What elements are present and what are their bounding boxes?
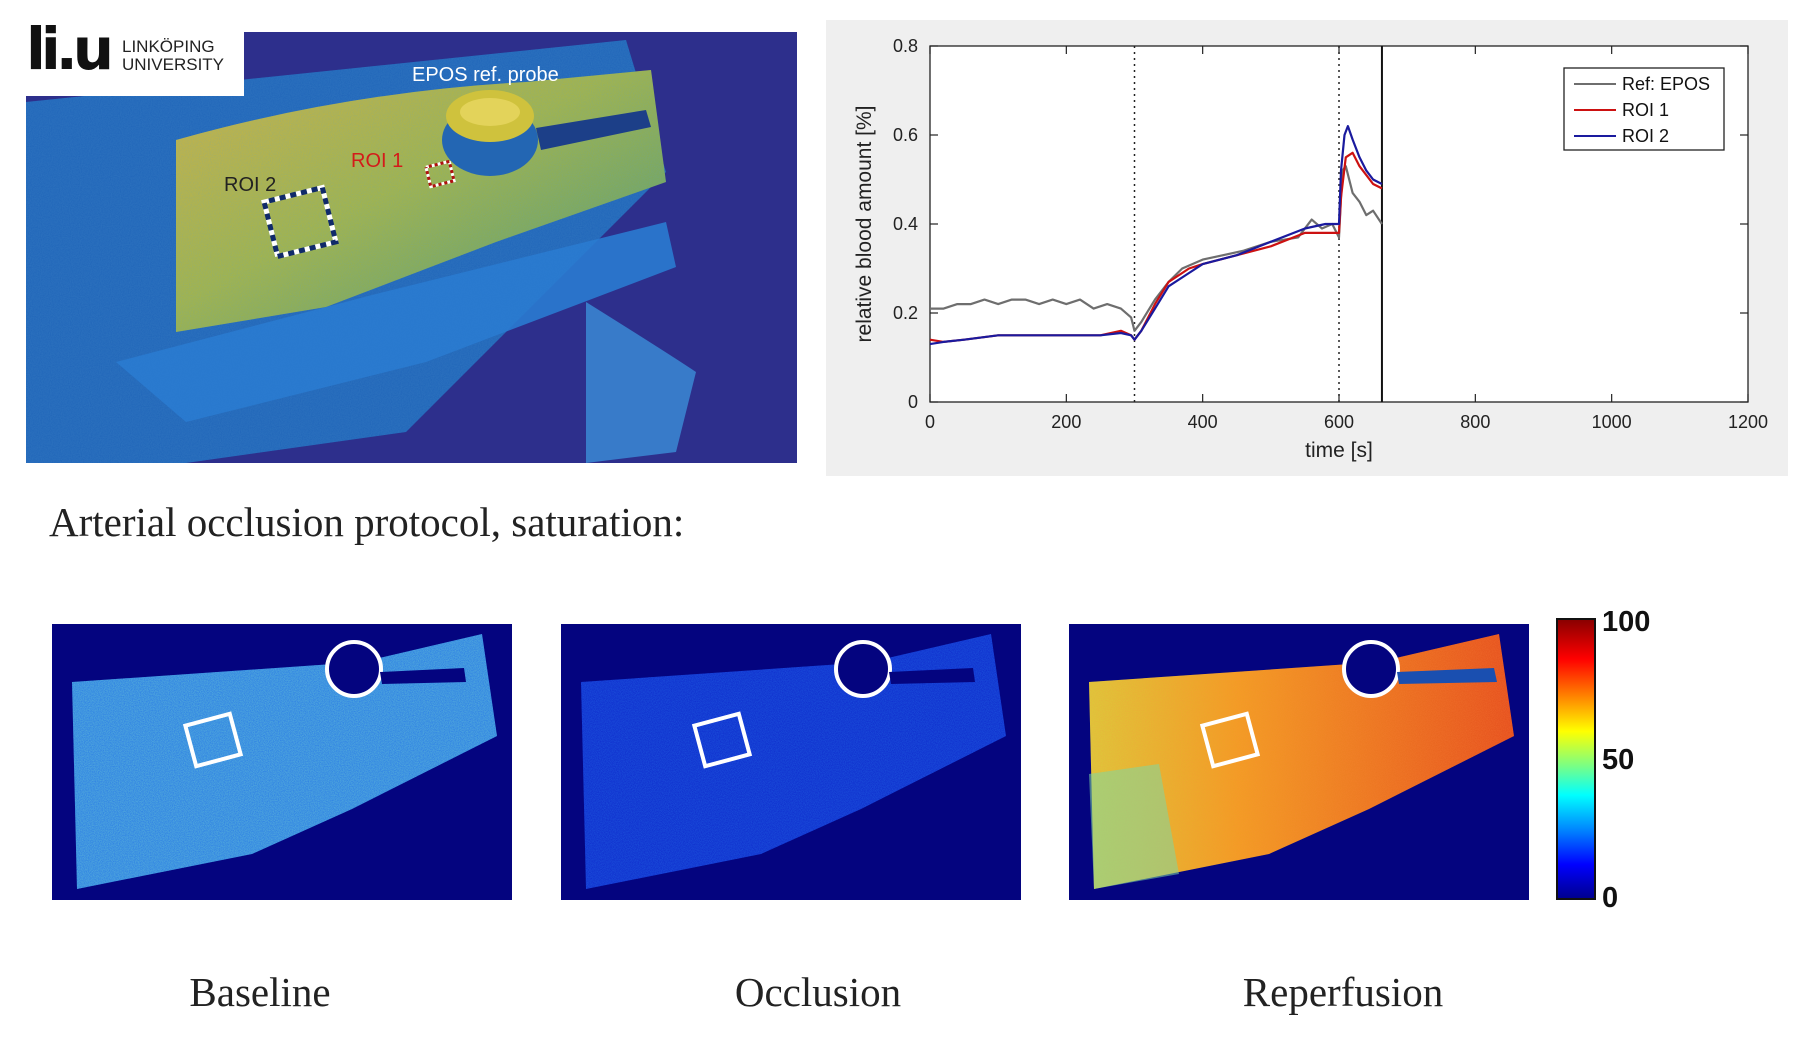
x-tick-label: 0: [925, 412, 935, 432]
x-tick-label: 200: [1051, 412, 1081, 432]
legend: Ref: EPOS ROI 1 ROI 2: [1563, 67, 1725, 151]
x-tick-label: 400: [1188, 412, 1218, 432]
colorbar-max-label: 100: [1602, 606, 1651, 638]
series-line-3: [929, 124, 1383, 346]
logo-background: [26, 22, 244, 96]
x-tick-label: 1200: [1728, 412, 1768, 432]
y-tick-label: 0.6: [893, 125, 918, 145]
y-axis-label: relative blood amount [%]: [853, 106, 876, 343]
university-name: LINKÖPING UNIVERSITY: [122, 38, 224, 74]
legend-label: ROI 2: [1622, 126, 1669, 146]
baseline-saturation-map: [52, 624, 512, 900]
x-axis-label: time [s]: [1305, 439, 1373, 462]
x-tick-label: 600: [1324, 412, 1354, 432]
occlusion-saturation-map: [561, 624, 1021, 900]
caption-reperfusion: Reperfusion: [1242, 969, 1444, 1015]
forearm-photo: EPOS ref. probe ROI 1 ROI 2: [26, 32, 797, 463]
section-heading: Arterial occlusion protocol, saturation:: [49, 499, 685, 545]
reperfusion-saturation-map: [1069, 624, 1529, 900]
legend-label: Ref: EPOS: [1622, 74, 1710, 94]
x-tick-label: 800: [1460, 412, 1490, 432]
probe-label: EPOS ref. probe: [412, 64, 559, 86]
caption-occlusion: Occlusion: [734, 969, 902, 1015]
x-tick-label: 1000: [1592, 412, 1632, 432]
y-tick-label: 0.8: [893, 36, 918, 56]
y-tick-label: 0: [908, 392, 918, 412]
legend-label: ROI 1: [1622, 100, 1669, 120]
blood-amount-chart: 0 200 400 600 800 1000 1200 0 0.2 0.4 0.6 0.8 time…: [826, 20, 1788, 476]
y-tick-label: 0.2: [893, 303, 918, 323]
university-name-line1: LINKÖPING: [122, 37, 215, 56]
saturation-colorbar: [1556, 618, 1596, 900]
university-name-line2: UNIVERSITY: [122, 55, 225, 74]
colorbar-mid-label: 50: [1602, 744, 1635, 776]
caption-baseline: Baseline: [189, 969, 331, 1015]
series-line-1: [930, 165, 1383, 332]
roi1-label: ROI 1: [351, 150, 403, 172]
university-logo: li.u: [26, 15, 114, 83]
y-tick-label: 0.4: [893, 214, 918, 234]
roi2-label: ROI 2: [224, 174, 276, 196]
colorbar-min-label: 0: [1602, 882, 1619, 914]
